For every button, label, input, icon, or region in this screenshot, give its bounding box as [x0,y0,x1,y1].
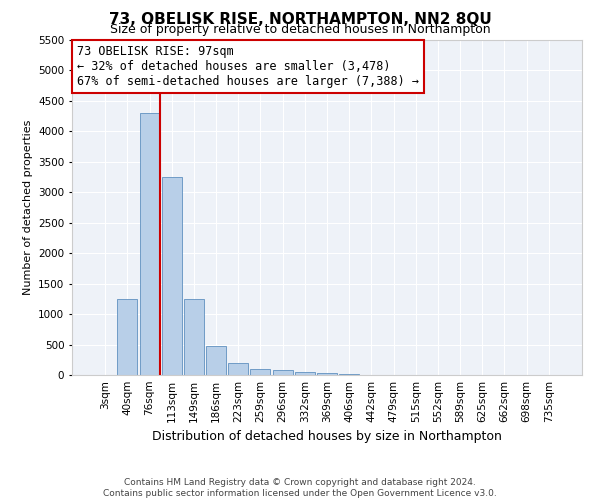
Text: Size of property relative to detached houses in Northampton: Size of property relative to detached ho… [110,22,490,36]
Bar [206,346,226,375]
Bar [140,113,160,375]
Bar [317,373,337,375]
Bar [162,177,182,375]
Text: Contains HM Land Registry data © Crown copyright and database right 2024.
Contai: Contains HM Land Registry data © Crown c… [103,478,497,498]
Text: 73, OBELISK RISE, NORTHAMPTON, NN2 8QU: 73, OBELISK RISE, NORTHAMPTON, NN2 8QU [109,12,491,28]
Bar [272,370,293,375]
Bar [228,363,248,375]
Bar [250,369,271,375]
Text: 73 OBELISK RISE: 97sqm
← 32% of detached houses are smaller (3,478)
67% of semi-: 73 OBELISK RISE: 97sqm ← 32% of detached… [77,45,419,88]
Y-axis label: Number of detached properties: Number of detached properties [23,120,32,295]
X-axis label: Distribution of detached houses by size in Northampton: Distribution of detached houses by size … [152,430,502,444]
Bar [184,299,204,375]
Bar [118,299,137,375]
Bar [295,372,315,375]
Bar [339,374,359,375]
